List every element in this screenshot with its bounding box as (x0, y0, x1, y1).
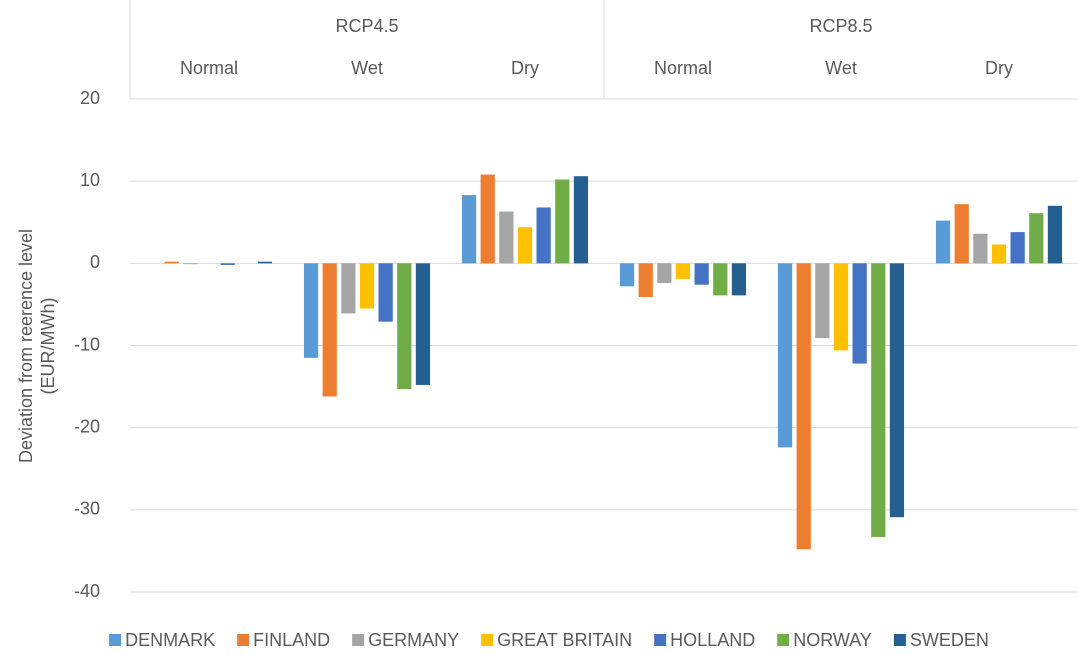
y-tick-label: -40 (74, 581, 100, 601)
y-axis-title-line: Deviation from reerence level (16, 229, 36, 463)
y-axis-title-line: (EUR/MWh) (38, 298, 58, 395)
group-label: RCP8.5 (809, 16, 872, 36)
bar (303, 263, 319, 358)
legend-label: DENMARK (125, 630, 215, 650)
y-axis-title: Deviation from reerence level (EUR/MWh) (16, 229, 58, 463)
x-tick-label: Normal (654, 58, 712, 78)
legend-label: NORWAY (793, 630, 872, 650)
bar (573, 176, 589, 264)
legend-label: HOLLAND (670, 630, 755, 650)
bar (833, 263, 849, 351)
legend-label: FINLAND (253, 630, 330, 650)
bar (935, 220, 951, 264)
bar (415, 263, 431, 385)
y-tick-label: 10 (80, 170, 100, 190)
x-tick-label: Dry (985, 58, 1013, 78)
bar (638, 263, 653, 298)
bar (871, 263, 886, 537)
bar (499, 211, 514, 264)
bar (694, 263, 709, 285)
legend-swatch (481, 634, 494, 646)
bar (220, 263, 235, 265)
bar (657, 263, 672, 284)
legend-label: SWEDEN (910, 630, 989, 650)
bar (517, 227, 533, 264)
bar (1010, 232, 1025, 264)
bar (973, 233, 988, 264)
bar (555, 179, 570, 264)
legend-swatch (654, 634, 667, 646)
bar (164, 261, 179, 264)
bar (480, 174, 495, 264)
x-tick-label: Wet (825, 58, 857, 78)
x-tick-label: Normal (180, 58, 238, 78)
bar (359, 263, 375, 309)
y-tick-label: -10 (74, 334, 100, 354)
bar (852, 263, 867, 364)
group-label: RCP4.5 (335, 16, 398, 36)
y-tick-label: -30 (74, 499, 100, 519)
legend-swatch (109, 634, 122, 646)
bar (378, 263, 393, 322)
bar (536, 207, 551, 264)
bar (713, 263, 728, 296)
bar (1029, 213, 1044, 264)
y-tick-label: -20 (74, 416, 100, 436)
bar (731, 263, 747, 296)
x-tick-label: Dry (511, 58, 539, 78)
legend-swatch (777, 634, 790, 646)
bar (815, 263, 830, 339)
legend-swatch (352, 634, 365, 646)
bar (341, 263, 356, 314)
bar (322, 263, 337, 397)
bar (777, 263, 793, 448)
bar (619, 263, 635, 287)
legend-label: GERMANY (368, 630, 459, 650)
bar (183, 263, 198, 265)
x-tick-label: Wet (351, 58, 383, 78)
y-tick-label: 20 (80, 88, 100, 108)
legend-label: GREAT BRITAIN (497, 630, 632, 650)
legend-swatch (893, 634, 906, 646)
bar (1047, 205, 1063, 264)
bar (461, 195, 477, 264)
bar (991, 244, 1007, 264)
bar (397, 263, 412, 390)
legend-swatch (237, 634, 250, 646)
bar (889, 263, 905, 518)
bar (796, 263, 811, 550)
bar (954, 204, 969, 264)
y-tick-label: 0 (90, 252, 100, 272)
bar (257, 261, 273, 264)
bar (675, 263, 691, 279)
